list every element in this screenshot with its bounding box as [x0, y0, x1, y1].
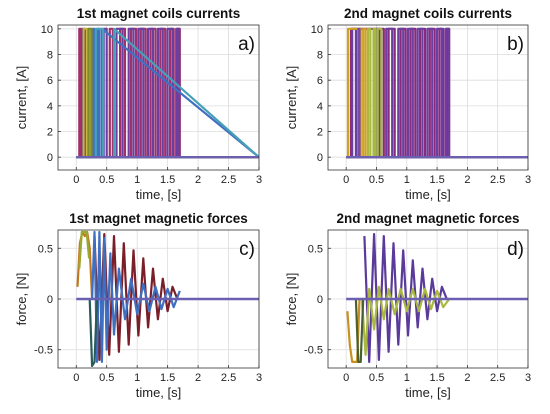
- x-tick-label: 2: [195, 174, 201, 186]
- chart-panel-4: 0 0.5 1 1.5 2 2.5 3 -0.5 0 0.5 2nd magnet magnetic…: [284, 211, 531, 400]
- y-tick-label: 2: [317, 127, 323, 139]
- series-line-1: [363, 233, 448, 363]
- x-tick-label: 0: [343, 174, 349, 186]
- x-tick-label: 2: [464, 372, 470, 384]
- chart-panel-2: 0 0.5 1 1.5 2 2.5 3 0 2 4 6 8 10 2nd magnet coils cur…: [284, 6, 531, 202]
- x-tick-label: 1.5: [429, 174, 444, 186]
- chart-panel-3: 0 0.5 1 1.5 2 2.5 3 -0.5 0 0.5 1st magnet magnetic…: [14, 211, 262, 400]
- y-tick-label: 0.5: [308, 243, 323, 255]
- y-tick-label: 0: [47, 294, 53, 306]
- panel-label: a): [238, 34, 255, 55]
- chart-title: 1st magnet magnetic forces: [69, 211, 248, 226]
- series-line-3: [91, 230, 181, 363]
- series-line-4: [346, 27, 528, 159]
- x-tick-label: 2.5: [221, 174, 236, 186]
- y-tick-label: 6: [317, 75, 323, 87]
- axes-frame: [327, 24, 529, 171]
- x-tick-label: 1.5: [160, 174, 175, 186]
- series-line-2: [76, 230, 94, 300]
- y-axis-label: current, [A]: [14, 66, 29, 130]
- panel-label: c): [239, 239, 255, 260]
- x-tick-label: 1.5: [429, 372, 444, 384]
- x-tick-label: 0: [73, 174, 79, 186]
- x-tick-label: 2.5: [490, 174, 505, 186]
- x-tick-label: 3: [256, 372, 262, 384]
- x-tick-label: 0.5: [99, 372, 114, 384]
- x-tick-label: 0.5: [369, 174, 384, 186]
- x-tick-label: 1.5: [160, 372, 175, 384]
- x-axis-label: time, [s]: [136, 187, 182, 202]
- y-axis-label: current, [A]: [284, 66, 299, 130]
- series-line-4: [354, 298, 365, 363]
- panel-label: d): [507, 239, 524, 260]
- x-axis-label: time, [s]: [405, 385, 451, 400]
- x-tick-label: 1: [134, 372, 140, 384]
- panel-label: b): [507, 34, 524, 55]
- y-tick-label: 8: [47, 50, 53, 62]
- series-line-5: [76, 27, 259, 159]
- series-group: [76, 27, 259, 159]
- series-line-4: [76, 27, 259, 159]
- x-tick-label: 2.5: [221, 372, 236, 384]
- x-tick-label: 3: [525, 174, 531, 186]
- x-axis-label: time, [s]: [405, 187, 451, 202]
- y-tick-label: -0.5: [34, 345, 53, 357]
- y-axis-label: force, [N]: [284, 273, 299, 326]
- x-axis-label: time, [s]: [136, 385, 182, 400]
- x-tick-label: 3: [525, 372, 531, 384]
- x-tick-label: 2: [195, 372, 201, 384]
- y-tick-label: -0.5: [304, 345, 323, 357]
- x-tick-label: 1: [134, 174, 140, 186]
- series-line-3: [360, 285, 451, 356]
- y-tick-label: 0: [317, 152, 323, 164]
- x-tick-label: 0.5: [99, 174, 114, 186]
- x-tick-label: 0: [73, 372, 79, 384]
- series-line-5: [88, 298, 99, 368]
- y-tick-label: 10: [311, 24, 323, 36]
- x-tick-label: 0: [343, 372, 349, 384]
- x-tick-label: 1: [404, 174, 410, 186]
- y-tick-label: 2: [47, 127, 53, 139]
- series-line-1: [93, 233, 179, 361]
- y-tick-label: 0: [47, 152, 53, 164]
- y-tick-label: 8: [317, 50, 323, 62]
- series-line-4: [78, 230, 91, 269]
- y-tick-label: 4: [317, 101, 323, 113]
- y-tick-label: 0.5: [38, 243, 53, 255]
- series-group: [346, 27, 528, 159]
- y-tick-label: 10: [41, 24, 53, 36]
- y-tick-label: 0: [317, 294, 323, 306]
- y-axis-label: force, [N]: [14, 273, 29, 326]
- x-tick-label: 2.5: [490, 372, 505, 384]
- x-tick-label: 3: [256, 174, 262, 186]
- x-tick-label: 2: [464, 174, 470, 186]
- x-tick-label: 0.5: [369, 372, 384, 384]
- axes-frame: [57, 24, 260, 171]
- chart-title: 1st magnet coils currents: [77, 6, 241, 21]
- y-tick-label: 6: [47, 75, 53, 87]
- series-group: [346, 233, 528, 363]
- series-group: [76, 230, 259, 368]
- chart-title: 2nd magnet magnetic forces: [336, 211, 519, 226]
- chart-title: 2nd magnet coils currents: [344, 6, 512, 21]
- chart-panel-1: 0 0.5 1 1.5 2 2.5 3 0 2 4 6 8 10 1st magnet coils cur…: [14, 6, 262, 202]
- x-tick-label: 1: [404, 372, 410, 384]
- y-tick-label: 4: [47, 101, 53, 113]
